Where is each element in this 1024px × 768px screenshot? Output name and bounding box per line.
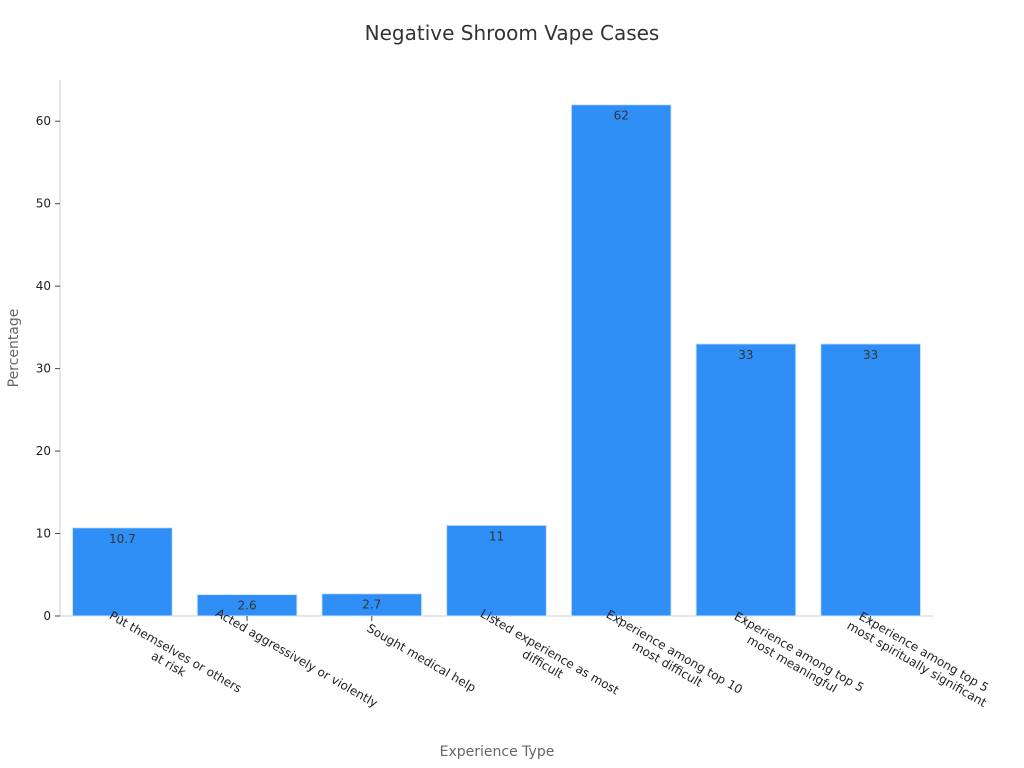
bar-value-label: 33 xyxy=(738,348,753,362)
bar xyxy=(570,104,672,617)
x-category-label-line: Experience among top 10 xyxy=(604,607,745,697)
x-category-label-line: Acted aggressively or violently xyxy=(213,606,380,710)
x-category-label-line: most spiritually significant xyxy=(845,618,990,710)
x-category-label: Experience among top 5most spiritually s… xyxy=(845,606,997,710)
y-tick-label: 40 xyxy=(36,279,51,293)
x-axis-ticks: Put themselves or othersat risk Acted agg… xyxy=(107,606,997,710)
x-axis-label: Experience Type xyxy=(440,744,555,760)
bar-value-label: 2.6 xyxy=(238,599,257,613)
bar-value-label: 11 xyxy=(489,529,504,543)
bar xyxy=(71,527,173,617)
y-tick-label: 60 xyxy=(36,114,51,128)
x-category-label: Listed experience as mostdifficult xyxy=(471,607,622,710)
y-axis-ticks: 0 10 20 30 40 50 60 xyxy=(36,114,60,623)
y-tick-label: 20 xyxy=(36,444,51,458)
y-tick-label: 30 xyxy=(36,362,51,376)
y-tick-label: 50 xyxy=(36,197,51,211)
bar xyxy=(446,524,547,617)
x-category-label: Experience among top 5most meaningful xyxy=(725,609,867,707)
bar-value-label: 2.7 xyxy=(362,598,381,612)
x-category-label-line: Experience among top 5 xyxy=(732,609,867,695)
y-tick-label: 0 xyxy=(43,609,51,623)
x-category-label: Sought medical help xyxy=(364,621,478,695)
bar-value-label: 10.7 xyxy=(109,532,136,546)
y-axis-label: Percentage xyxy=(6,309,22,388)
chart-title: Negative Shroom Vape Cases xyxy=(365,21,660,45)
bar-value-label: 62 xyxy=(614,109,629,123)
x-category-label-line: Experience among top 5 xyxy=(856,609,991,695)
bar xyxy=(820,343,922,617)
y-tick-label: 10 xyxy=(36,527,51,541)
bar-value-label: 33 xyxy=(863,348,878,362)
x-category-label: Experience among top 10most difficult xyxy=(597,607,745,709)
x-category-label: Acted aggressively or violently xyxy=(213,606,380,710)
x-category-label-line: Listed experience as most xyxy=(478,607,622,698)
x-category-label-line: Sought medical help xyxy=(364,621,478,695)
bar xyxy=(695,343,797,617)
bars-group: 10.7 2.6 2.7 11 62 33 33 xyxy=(71,104,922,617)
